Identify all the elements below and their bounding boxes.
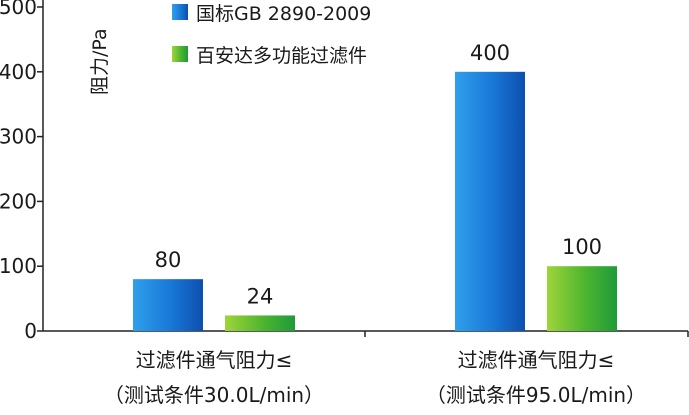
category-label-2-line-2: （测试条件95.0L/min） xyxy=(426,383,646,407)
legend: 国标GB 2890-2009 百安达多功能过滤件 xyxy=(172,3,371,67)
data-label-series-2-category-2: 100 xyxy=(562,235,602,259)
legend-swatch-series-1 xyxy=(172,4,188,20)
y-axis: 0 100 200 300 400 500 xyxy=(0,0,44,343)
data-label-series-1-category-2: 400 xyxy=(470,41,510,65)
y-axis-title: 阻力/Pa xyxy=(89,28,111,95)
y-tick-label: 0 xyxy=(24,319,37,343)
y-tick-label: 500 xyxy=(0,0,37,19)
legend-label-series-2: 百安达多功能过滤件 xyxy=(196,45,367,67)
y-tick-label: 100 xyxy=(0,254,37,278)
legend-label-series-1: 国标GB 2890-2009 xyxy=(196,3,371,25)
data-labels-group: 80 400 24 100 xyxy=(155,41,602,309)
bar-series-1-category-2 xyxy=(455,71,525,332)
y-tick-label: 200 xyxy=(0,189,37,213)
y-tick-label: 300 xyxy=(0,125,37,149)
y-tick-label: 400 xyxy=(0,60,37,84)
bar-series-2-category-2 xyxy=(547,266,617,331)
category-label-1-line-2: （测试条件30.0L/min） xyxy=(104,383,324,407)
x-axis xyxy=(43,330,689,337)
bars-group xyxy=(133,71,617,332)
data-label-series-2-category-1: 24 xyxy=(247,284,274,308)
category-labels-group: 过滤件通气阻力≤ （测试条件30.0L/min） 过滤件通气阻力≤ （测试条件95.0… xyxy=(104,348,646,407)
legend-swatch-series-2 xyxy=(172,46,188,62)
category-label-1-line-1: 过滤件通气阻力≤ xyxy=(136,348,293,372)
bar-series-1-category-1 xyxy=(133,279,203,331)
category-label-2-line-1: 过滤件通气阻力≤ xyxy=(458,348,615,372)
data-label-series-1-category-1: 80 xyxy=(155,248,182,272)
bar-series-2-category-1 xyxy=(225,315,295,331)
